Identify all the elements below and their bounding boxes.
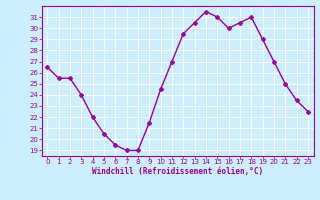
X-axis label: Windchill (Refroidissement éolien,°C): Windchill (Refroidissement éolien,°C) — [92, 167, 263, 176]
